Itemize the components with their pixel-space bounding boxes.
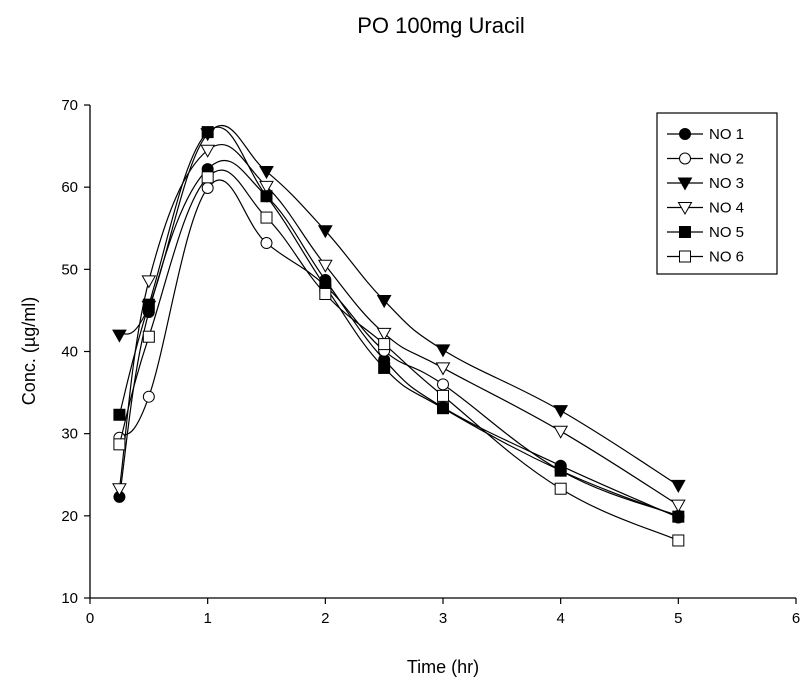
x-tick-label: 4 [556, 610, 564, 627]
series-6 [113, 169, 685, 547]
series-line [118, 143, 679, 506]
legend-marker [679, 226, 691, 238]
data-point [317, 225, 333, 239]
data-point [319, 287, 332, 300]
x-tick-label: 5 [674, 610, 682, 627]
series-4 [112, 143, 686, 513]
data-point [113, 438, 126, 451]
data-point [437, 378, 449, 391]
legend-item: NO 2 [667, 151, 744, 168]
data-point [554, 482, 567, 495]
data-point [435, 362, 451, 376]
series-5 [113, 126, 685, 523]
data-point [553, 425, 569, 439]
data-point [437, 402, 449, 415]
legend: NO 1 NO 2 NO 3 NO 4 NO 5 NO 6 [656, 112, 778, 275]
data-point [260, 237, 273, 250]
chart-title: PO 100mg Uracil [357, 13, 525, 38]
series-2 [113, 179, 685, 522]
x-tick-label: 1 [203, 610, 211, 627]
data-point [376, 327, 392, 341]
series-line [118, 159, 679, 519]
data-point [672, 510, 685, 523]
y-tick-label: 20 [61, 508, 78, 525]
legend-item: NO 4 [667, 200, 744, 217]
y-tick-label: 70 [61, 97, 78, 114]
data-point [378, 361, 391, 374]
data-point [201, 171, 214, 184]
x-tick-label: 0 [86, 610, 94, 627]
legend-item: NO 3 [667, 175, 744, 192]
legend-label: NO 1 [709, 126, 744, 143]
legend-marker [677, 202, 693, 216]
data-point [112, 483, 127, 497]
y-tick-label: 10 [61, 590, 78, 607]
data-point [554, 464, 567, 477]
data-point [435, 344, 451, 358]
legend-item: NO 5 [667, 224, 744, 241]
axes: 0 1 2 3 4 5 6 10 20 30 40 50 60 70 [61, 97, 800, 627]
data-point [670, 479, 686, 493]
data-point [142, 390, 155, 403]
data-point [260, 190, 273, 203]
legend-label: NO 4 [709, 200, 744, 217]
data-point [260, 211, 273, 224]
data-point [378, 338, 391, 351]
legend-item: NO 6 [667, 249, 744, 266]
legend-label: NO 5 [709, 224, 744, 241]
x-axis-label: Time (hr) [407, 657, 479, 677]
data-point [670, 499, 686, 513]
legend-label: NO 2 [709, 151, 744, 168]
data-point [112, 329, 127, 343]
x-tick-label: 2 [321, 610, 329, 627]
series-line [118, 179, 679, 517]
series-1 [113, 159, 685, 524]
data-point [142, 298, 155, 311]
data-point [376, 295, 392, 309]
x-tick-label: 6 [792, 610, 800, 627]
legend-label: NO 6 [709, 249, 744, 266]
data-point [201, 126, 214, 139]
data-point [113, 408, 126, 421]
legend-box [656, 112, 778, 275]
series-line [118, 126, 679, 518]
legend-label: NO 3 [709, 175, 744, 192]
data-point [201, 181, 214, 194]
data-point [142, 330, 155, 343]
legend-marker [677, 177, 693, 191]
series-3 [112, 125, 686, 493]
data-point [141, 275, 157, 289]
series-layer [112, 125, 686, 547]
data-point [317, 259, 333, 273]
data-point [259, 180, 274, 194]
legend-marker [679, 250, 691, 263]
data-point [553, 405, 569, 419]
y-tick-label: 60 [61, 179, 78, 196]
data-point [259, 166, 274, 180]
y-tick-label: 50 [61, 261, 78, 278]
data-point [200, 144, 216, 158]
legend-marker [679, 152, 691, 165]
data-point [672, 534, 685, 547]
x-tick-label: 3 [439, 610, 447, 627]
legend-marker [679, 128, 691, 140]
data-point [437, 389, 449, 402]
y-tick-label: 30 [61, 426, 78, 443]
legend-item: NO 1 [667, 126, 744, 143]
y-axis-label: Conc. (µg/ml) [19, 297, 39, 405]
y-tick-label: 40 [61, 344, 78, 361]
